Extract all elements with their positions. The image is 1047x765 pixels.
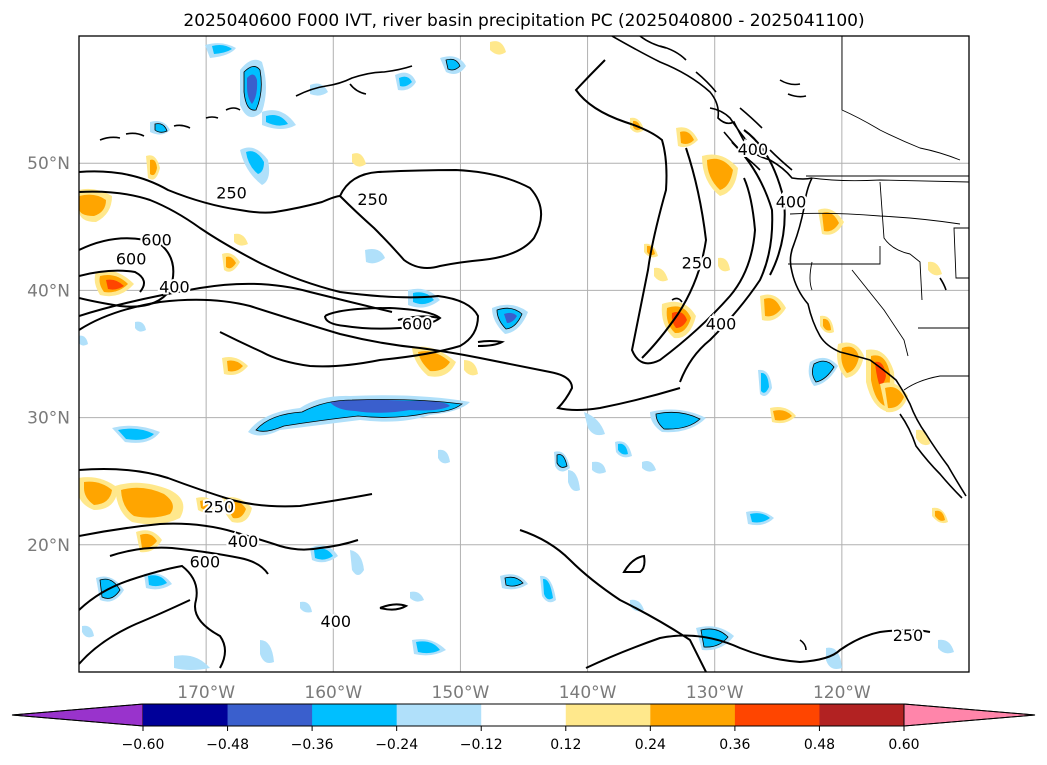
contour-label: 250 bbox=[893, 626, 924, 645]
map-title: 2025040600 F000 IVT, river basin precipi… bbox=[183, 11, 864, 31]
coastline bbox=[99, 36, 967, 651]
colorbar-tick-label: 0.36 bbox=[719, 737, 750, 753]
colorbar-tick-label: −0.60 bbox=[122, 737, 165, 753]
longitude-tick-labels: 170°W 160°W 150°W 140°W 130°W 120°W bbox=[177, 683, 871, 703]
colorbar-tick-label: −0.48 bbox=[206, 737, 249, 753]
lat-tick-label: 40°N bbox=[27, 281, 70, 301]
contour-label: 250 bbox=[216, 183, 247, 202]
anomaly-outlines bbox=[99, 58, 835, 648]
colorbar-tick-label: 0.24 bbox=[635, 737, 666, 753]
map-area bbox=[79, 36, 969, 672]
colorbar-bin bbox=[312, 704, 398, 726]
lon-tick-label: 150°W bbox=[432, 683, 490, 703]
lon-tick-label: 120°W bbox=[813, 683, 871, 703]
contour-label: 400 bbox=[776, 192, 807, 211]
lon-tick-label: 140°W bbox=[559, 683, 617, 703]
contour-label: 400 bbox=[738, 140, 769, 159]
latitude-tick-labels: 20°N 30°N 40°N 50°N bbox=[27, 154, 70, 556]
contour-label: 250 bbox=[204, 498, 235, 517]
colorbar: −0.60 −0.48 −0.36 −0.24 −0.12 0.12 0.24 0.36 0.4… bbox=[11, 703, 1036, 753]
contour-label: 400 bbox=[321, 612, 352, 631]
lat-tick-label: 30°N bbox=[27, 409, 70, 429]
contour-label: 250 bbox=[357, 190, 388, 209]
colorbar-bin bbox=[734, 704, 820, 726]
political-borders bbox=[788, 36, 969, 391]
lat-tick-label: 20°N bbox=[27, 536, 70, 556]
colorbar-bin bbox=[396, 704, 482, 726]
colorbar-tick-label: −0.36 bbox=[291, 737, 334, 753]
colorbar-bin bbox=[565, 704, 651, 726]
colorbar-tick-label: 0.60 bbox=[888, 737, 919, 753]
colorbar-extend-low bbox=[11, 703, 144, 727]
colorbar-bin bbox=[481, 704, 567, 726]
colorbar-tick-label: −0.12 bbox=[460, 737, 503, 753]
contour-label: 250 bbox=[682, 253, 713, 272]
lon-tick-label: 130°W bbox=[686, 683, 744, 703]
lat-tick-label: 50°N bbox=[27, 154, 70, 174]
colorbar-tick-label: 0.48 bbox=[804, 737, 835, 753]
lon-tick-label: 160°W bbox=[304, 683, 362, 703]
colorbar-bin bbox=[143, 704, 229, 726]
contour-labels: 250 2502502502504004004004004006006006006… bbox=[114, 138, 925, 647]
colorbar-extend-high bbox=[903, 703, 1036, 727]
contour-label: 400 bbox=[159, 278, 190, 297]
precip-shading bbox=[79, 41, 954, 670]
contour-label: 600 bbox=[116, 250, 147, 269]
contour-label: 600 bbox=[190, 552, 221, 571]
colorbar-bin bbox=[819, 704, 905, 726]
colorbar-bin bbox=[650, 704, 736, 726]
colorbar-tick-label: −0.24 bbox=[375, 737, 418, 753]
lon-tick-label: 170°W bbox=[177, 683, 235, 703]
contour-label: 400 bbox=[706, 314, 737, 333]
contour-label: 600 bbox=[402, 314, 433, 333]
map-frame bbox=[78, 35, 970, 673]
contour-label: 400 bbox=[228, 532, 259, 551]
colorbar-bin bbox=[227, 704, 313, 726]
ivt-contours bbox=[79, 59, 931, 672]
colorbar-tick-label: 0.12 bbox=[550, 737, 581, 753]
contour-label: 600 bbox=[141, 231, 172, 250]
graticule bbox=[79, 36, 969, 672]
